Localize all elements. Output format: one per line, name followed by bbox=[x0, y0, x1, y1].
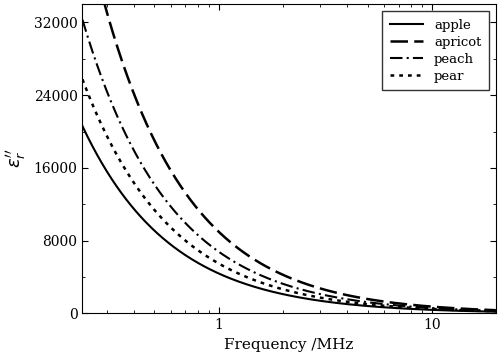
apricot bbox=[493, 308, 499, 312]
peach bbox=[152, 184, 158, 188]
peach bbox=[493, 309, 499, 313]
pear bbox=[186, 241, 192, 245]
apricot bbox=[266, 266, 272, 271]
apricot bbox=[186, 195, 192, 200]
apricot bbox=[152, 141, 158, 145]
Line: apple: apple bbox=[82, 126, 496, 312]
peach bbox=[356, 299, 362, 303]
apple bbox=[356, 303, 362, 307]
Line: peach: peach bbox=[82, 20, 496, 311]
apple bbox=[80, 124, 86, 128]
pear bbox=[152, 209, 158, 214]
Legend: apple, apricot, peach, pear: apple, apricot, peach, pear bbox=[382, 11, 489, 90]
apple bbox=[266, 289, 272, 293]
apple bbox=[152, 230, 158, 234]
X-axis label: Frequency /MHz: Frequency /MHz bbox=[224, 338, 354, 352]
pear bbox=[493, 309, 499, 313]
pear bbox=[266, 283, 272, 288]
peach bbox=[80, 17, 86, 22]
apple bbox=[186, 255, 192, 260]
peach bbox=[390, 303, 396, 307]
apple bbox=[323, 299, 329, 304]
apricot bbox=[356, 295, 362, 299]
apricot bbox=[390, 301, 396, 305]
Y-axis label: $\varepsilon_r^{\prime\prime}$: $\varepsilon_r^{\prime\prime}$ bbox=[4, 149, 28, 168]
peach bbox=[266, 277, 272, 281]
pear bbox=[356, 301, 362, 305]
apple bbox=[390, 306, 396, 310]
peach bbox=[323, 293, 329, 298]
pear bbox=[390, 304, 396, 309]
Line: apricot: apricot bbox=[82, 0, 496, 310]
pear bbox=[323, 297, 329, 301]
peach bbox=[186, 224, 192, 229]
Line: pear: pear bbox=[82, 79, 496, 311]
pear bbox=[80, 77, 86, 82]
apricot bbox=[323, 288, 329, 292]
apple bbox=[493, 310, 499, 314]
